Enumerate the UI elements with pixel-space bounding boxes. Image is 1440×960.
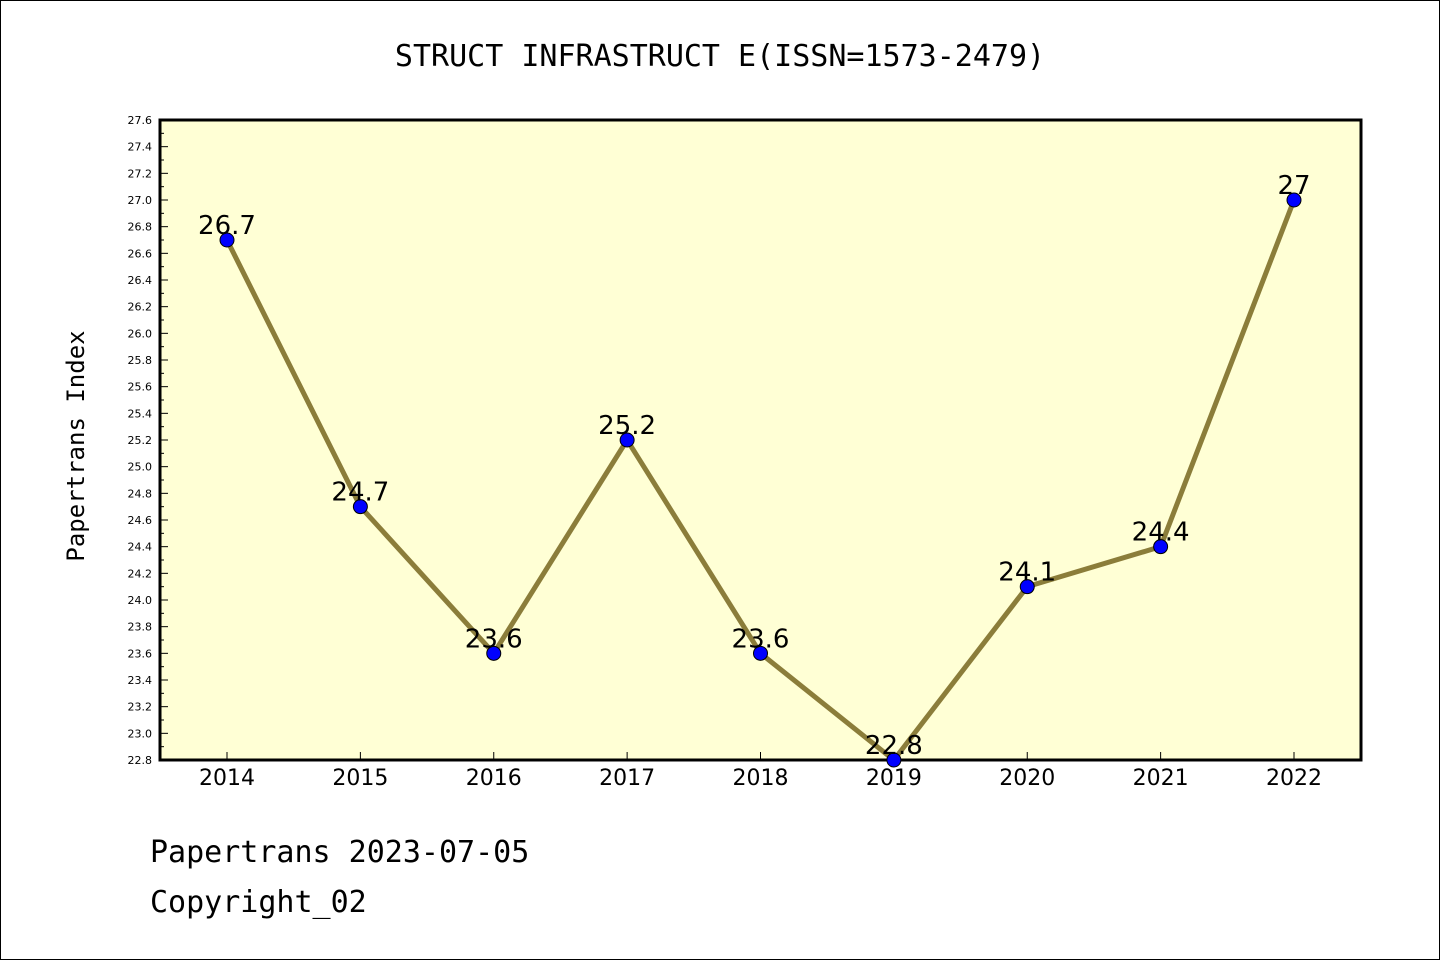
- data-label: 24.7: [331, 478, 389, 508]
- data-label: 23.6: [732, 624, 790, 654]
- x-tick-label: 2015: [332, 766, 388, 791]
- y-tick-label: 26.8: [128, 221, 153, 234]
- x-tick-label: 2019: [866, 766, 922, 791]
- y-tick-label: 24.2: [128, 567, 153, 580]
- data-label: 22.8: [865, 731, 923, 761]
- y-tick-label: 24.4: [128, 541, 153, 554]
- y-tick-label: 24.0: [128, 594, 153, 607]
- data-label: 27: [1277, 171, 1310, 201]
- data-label: 24.4: [1132, 518, 1190, 548]
- y-tick-label: 27.6: [128, 114, 153, 127]
- data-point: [1153, 539, 1169, 555]
- y-tick-label: 25.0: [128, 461, 153, 474]
- data-point: [1019, 579, 1035, 595]
- data-point: [486, 645, 502, 661]
- data-point: [219, 232, 235, 248]
- y-tick-label: 25.2: [128, 434, 153, 447]
- x-tick-label: 2021: [1133, 766, 1189, 791]
- data-label: 26.7: [198, 211, 256, 241]
- y-tick-label: 26.6: [128, 247, 153, 260]
- y-axis: 22.8 23.0 23.2 23.4 23.6 23.8 24.0 24.2 24.4 24.6…: [128, 114, 168, 767]
- data-point: [352, 499, 368, 515]
- y-tick-label: 25.6: [128, 381, 153, 394]
- x-tick-label: 2022: [1266, 766, 1322, 791]
- data-label: 23.6: [465, 624, 523, 654]
- y-tick-label: 25.8: [128, 354, 153, 367]
- y-tick-label: 26.0: [128, 327, 153, 340]
- x-axis: 2014 2015 2016 2017 2018 2019 2020 2021 2022: [199, 752, 1322, 791]
- data-point: [619, 432, 635, 448]
- footer-date: Papertrans 2023-07-05: [150, 835, 530, 870]
- x-tick-label: 2016: [466, 766, 522, 791]
- y-tick-label: 26.2: [128, 301, 153, 314]
- x-tick-label: 2020: [999, 766, 1055, 791]
- y-tick-label: 23.8: [128, 621, 153, 634]
- y-tick-label: 24.8: [128, 487, 153, 500]
- y-tick-label: 26.4: [128, 274, 153, 287]
- y-tick-label: 23.2: [128, 701, 153, 714]
- data-labels: 26.7 24.7 23.6 25.2 23.6 22.8 24.1 24.4 27: [198, 171, 1310, 761]
- chart-title: STRUCT INFRASTRUCT E(ISSN=1573-2479): [395, 39, 1045, 74]
- y-tick-label: 23.6: [128, 647, 153, 660]
- plot-area: [158, 118, 1363, 762]
- y-tick-label: 23.4: [128, 674, 153, 687]
- x-tick-label: 2018: [733, 766, 789, 791]
- x-tick-label: 2017: [599, 766, 655, 791]
- x-tick-label: 2014: [199, 766, 255, 791]
- y-tick-label: 27.0: [128, 194, 153, 207]
- y-tick-label: 24.6: [128, 514, 153, 527]
- footer-copyright: Copyright_02: [150, 885, 367, 920]
- data-point: [1286, 192, 1302, 208]
- y-tick-label: 23.0: [128, 727, 153, 740]
- y-tick-label: 27.2: [128, 167, 153, 180]
- data-markers: [219, 192, 1302, 768]
- y-tick-label: 27.4: [128, 141, 153, 154]
- data-point: [886, 752, 902, 768]
- y-tick-label: 22.8: [128, 754, 153, 767]
- y-axis-label: Papertrans Index: [62, 330, 90, 561]
- data-label: 24.1: [998, 558, 1056, 588]
- data-point: [753, 645, 768, 661]
- y-tick-label: 25.4: [128, 407, 153, 420]
- data-label: 25.2: [598, 411, 656, 441]
